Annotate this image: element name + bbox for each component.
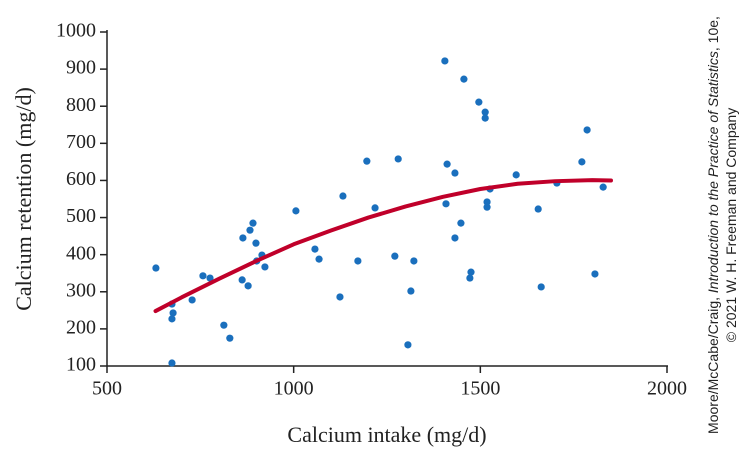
data-point [457, 219, 465, 227]
y-tick-label: 900 [66, 57, 96, 79]
y-tick-label: 100 [66, 354, 96, 376]
credit-line: © 2021 W. H. Freeman and Company [723, 108, 739, 342]
data-point [483, 203, 491, 211]
y-tick-label: 700 [66, 131, 96, 153]
data-point [451, 234, 459, 242]
data-point [460, 75, 468, 83]
data-point [599, 183, 607, 191]
data-point [206, 274, 214, 282]
data-point [591, 270, 599, 278]
y-tick-label: 200 [66, 316, 96, 338]
data-point [534, 205, 542, 213]
data-point [578, 158, 586, 166]
data-point [249, 219, 257, 227]
credit-text: Moore/McCabe/Craig, [705, 293, 721, 434]
y-tick-label: 1000 [56, 20, 96, 42]
data-point [475, 98, 483, 106]
data-point [467, 268, 475, 276]
data-point [244, 282, 252, 290]
data-point [443, 160, 451, 168]
data-point [441, 57, 449, 65]
data-point [394, 155, 402, 163]
data-point [407, 287, 415, 295]
data-point [404, 341, 412, 349]
data-point [363, 157, 371, 165]
y-tick-label: 800 [66, 94, 96, 116]
data-point [168, 359, 176, 367]
x-axis-title: Calcium intake (mg/d) [287, 422, 486, 447]
y-tick-label: 300 [66, 279, 96, 301]
data-point [238, 276, 246, 284]
y-tick-label: 500 [66, 205, 96, 227]
data-point [246, 226, 254, 234]
data-point [481, 114, 489, 122]
data-point [152, 264, 160, 272]
fit-curve [153, 178, 613, 314]
data-point [199, 272, 207, 280]
data-point [451, 169, 459, 177]
x-tick-label: 1500 [460, 378, 500, 400]
x-tick-label: 1000 [274, 378, 314, 400]
x-tick-label: 2000 [647, 378, 687, 400]
credit-text: , 10e, [705, 16, 721, 51]
data-point [252, 239, 260, 247]
data-point [537, 283, 545, 291]
data-point [481, 108, 489, 116]
data-point [315, 255, 323, 263]
y-axis-title: Calcium retention (mg/d) [11, 87, 36, 311]
data-point [168, 315, 176, 323]
data-point [336, 293, 344, 301]
data-point [292, 207, 300, 215]
data-point [220, 321, 228, 329]
data-point [354, 257, 362, 265]
data-point [188, 296, 196, 304]
data-point [391, 252, 399, 260]
data-point [226, 334, 234, 342]
data-point [169, 309, 177, 317]
data-point [583, 126, 591, 134]
credit-line: Moore/McCabe/Craig, Introduction to the … [705, 16, 721, 434]
data-point [239, 234, 247, 242]
data-point [311, 245, 319, 253]
y-tick-label: 400 [66, 242, 96, 264]
x-tick-label: 500 [92, 378, 122, 400]
data-point [442, 200, 450, 208]
credit-book: Introduction to the Practice of Statisti… [705, 51, 721, 293]
data-point [261, 263, 269, 271]
data-point [410, 257, 418, 265]
y-tick-label: 600 [66, 168, 96, 190]
data-point [466, 274, 474, 282]
data-point [371, 204, 379, 212]
data-point [483, 198, 491, 206]
data-point [512, 171, 520, 179]
data-point [339, 192, 347, 200]
